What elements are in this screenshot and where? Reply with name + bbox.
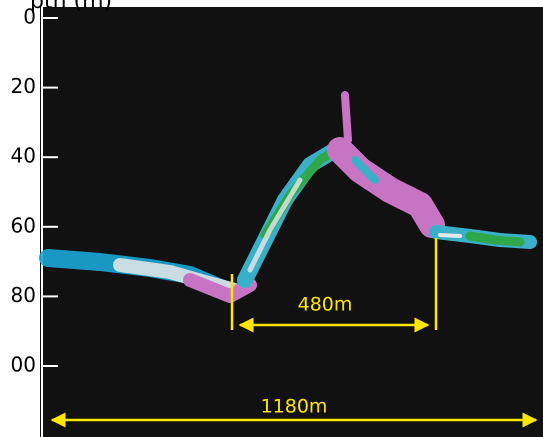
axis-label: pth (m) [30, 0, 112, 14]
measurements [50, 238, 538, 428]
tick-label: 40 [11, 144, 36, 168]
tick-label: 0 [23, 5, 36, 29]
tick-label: 00 [11, 353, 36, 377]
tick-label: 20 [11, 74, 36, 98]
seafloor-echo [39, 91, 537, 303]
tick-label: 60 [11, 213, 36, 237]
tick-label: 80 [11, 283, 36, 307]
ticks: 0 20 40 60 80 00 [11, 5, 58, 377]
span-label: 1180m [261, 396, 328, 418]
span-label: 480m [298, 294, 353, 316]
plot-background [40, 7, 543, 437]
